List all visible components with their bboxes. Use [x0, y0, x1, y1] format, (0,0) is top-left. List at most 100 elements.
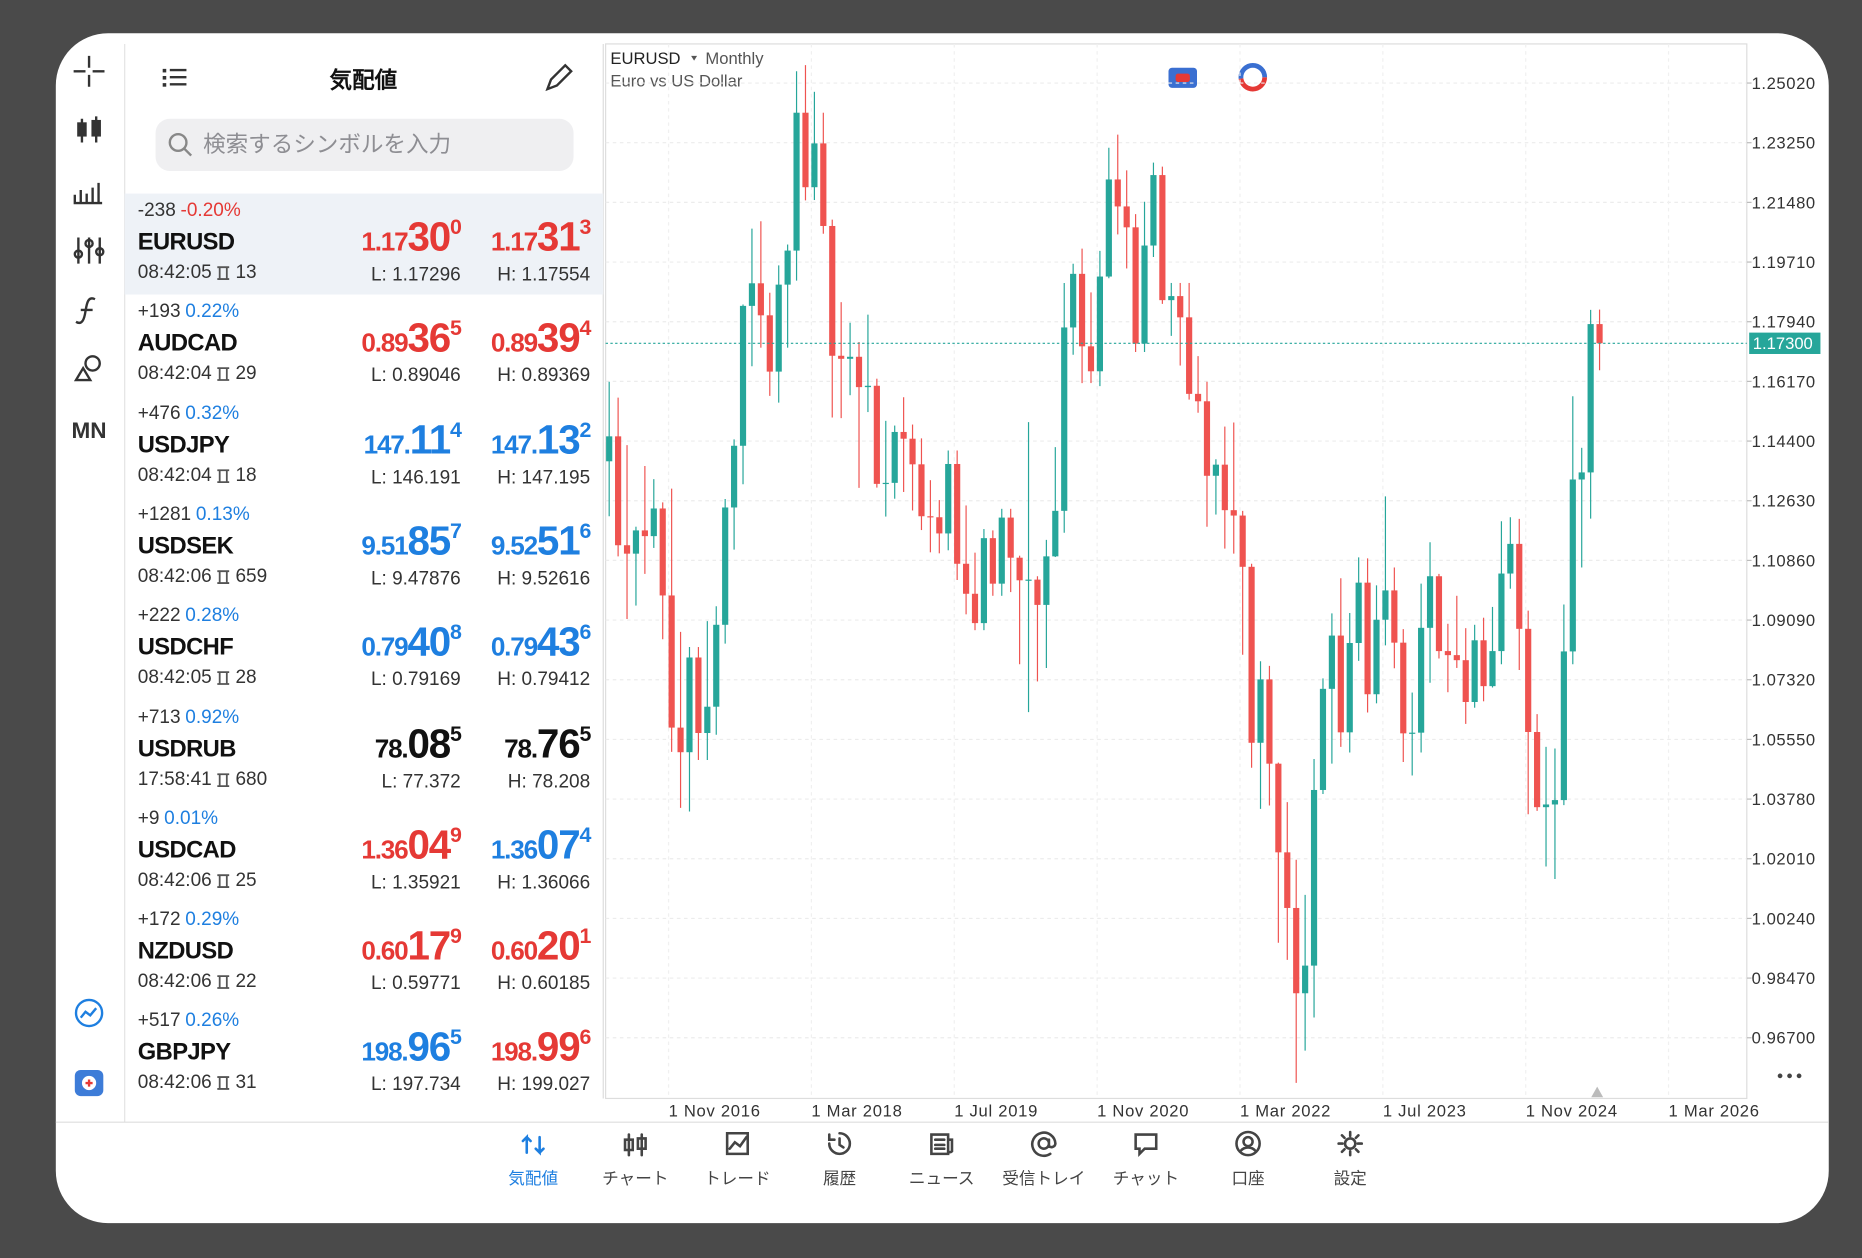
quote-row[interactable]: +9 0.01% USDCAD 08:42:06 25 1.36049 L: 1.35921… [125, 801, 604, 902]
spread-icon [217, 468, 230, 483]
quote-time: 08:42:06 659 [138, 566, 267, 587]
tab[interactable]: 口座 [1197, 1128, 1299, 1190]
candle-body [1516, 543, 1523, 629]
y-tick-label: 1.07320 [1752, 671, 1816, 690]
quote-row[interactable]: +222 0.28% USDCHF 08:42:05 28 0.79408 L: 0.791… [125, 599, 604, 700]
tab[interactable]: 履歴 [789, 1128, 891, 1190]
candle-body [1203, 401, 1211, 476]
candle-body [1150, 175, 1157, 246]
bid-low: L: 146.191 [370, 467, 461, 488]
more-icon[interactable] [1777, 1073, 1802, 1079]
ask-sup: 3 [579, 214, 591, 239]
plot-frame [605, 43, 1748, 1100]
candle-body [766, 315, 773, 372]
ask-price: 78.765 [504, 721, 591, 767]
candle-body [1070, 273, 1077, 328]
candle-body [1025, 579, 1032, 581]
ask-big: 76 [536, 721, 581, 767]
period-label[interactable]: MN [72, 418, 107, 443]
candle-body [918, 464, 925, 517]
candle-body [1578, 472, 1585, 480]
candle-body [1096, 276, 1104, 372]
change-points: +517 [137, 1011, 181, 1032]
tab-label: 気配値 [508, 1168, 559, 1188]
ask-high: H: 199.027 [497, 1075, 591, 1096]
tab[interactable]: チャット [1095, 1128, 1197, 1190]
quote-row[interactable]: +1281 0.13% USDSEK 08:42:06 659 9.51857 L: 9.4… [125, 497, 604, 598]
spread-icon [217, 975, 230, 990]
quote-time: 08:42:04 29 [138, 364, 257, 385]
spread-icon [217, 772, 230, 787]
candle-body [1382, 590, 1389, 620]
tab[interactable]: トレード [686, 1128, 788, 1190]
time: 08:42:04 [137, 363, 212, 384]
change-percent: 0.13% [195, 504, 250, 525]
change: -238 -0.20% [138, 201, 241, 222]
symbol: GBPJPY [137, 1039, 231, 1066]
spread-icon [217, 671, 230, 686]
candle-body [677, 727, 684, 753]
ask-price: 1.36074 [491, 823, 592, 869]
ask-prefix: 0.89 [490, 328, 538, 358]
tab[interactable]: 気配値 [482, 1128, 584, 1190]
quote-row[interactable]: +193 0.22% AUDCAD 08:42:04 29 0.89365 L: 0.890… [125, 295, 604, 396]
list-icon[interactable] [162, 68, 187, 87]
edit-icon[interactable] [545, 63, 573, 92]
candle-body [722, 507, 729, 625]
ask-sup: 6 [579, 620, 591, 644]
candle-body [1480, 640, 1487, 687]
dropdown-arrow[interactable] [691, 55, 698, 61]
tab-icon [1030, 1131, 1057, 1158]
quote-row[interactable]: +713 0.92% USDRUB 17:58:41 680 78.085 L: 77.37… [125, 700, 604, 801]
bid-low: L: 0.59771 [370, 973, 461, 995]
change: +172 0.29% [138, 910, 239, 931]
candle-body [659, 508, 666, 596]
quote-row[interactable]: -238 -0.20% EURUSD 08:42:05 13 1.17300 L: 1.17… [124, 193, 604, 295]
toolbar-icons[interactable] [73, 55, 105, 1028]
tab-icon [623, 1133, 647, 1157]
candle-body [1462, 660, 1469, 702]
candle-body [980, 538, 988, 624]
bid-low: L: 0.79169 [370, 669, 461, 691]
y-tick-label: 1.21480 [1752, 193, 1816, 212]
spread-icon [217, 772, 230, 787]
candle-body [641, 530, 648, 537]
bid-price: 0.79408 [361, 620, 462, 666]
bid-low: L: 1.35921 [370, 872, 461, 893]
tab-label: 口座 [1231, 1168, 1265, 1188]
x-tick-label: 1 Nov 2020 [1097, 1101, 1189, 1120]
change: +713 0.92% [138, 707, 239, 728]
candle-body [623, 545, 631, 554]
tab-label: 履歴 [822, 1168, 857, 1188]
bid-sup: 7 [450, 518, 462, 543]
bid-sup: 4 [450, 417, 462, 442]
symbol: USDRUB [137, 735, 237, 762]
candle-body [1337, 635, 1344, 733]
tab[interactable]: 受信トレイ [993, 1128, 1095, 1190]
ask-high: H: 78.208 [507, 771, 591, 792]
bid-low: L: 1.17296 [370, 264, 461, 285]
candle-body [1061, 327, 1068, 511]
search-box[interactable] [155, 118, 574, 171]
ask-high: H: 0.89369 [497, 366, 591, 387]
spread-icon [217, 1076, 230, 1091]
quote-time: 17:58:41 680 [138, 769, 267, 790]
tab[interactable]: 設定 [1299, 1128, 1401, 1190]
bid-prefix: 78. [374, 733, 409, 763]
x-tick-label: 1 Jul 2019 [954, 1101, 1038, 1120]
candle-body [1168, 296, 1175, 301]
change-points: +222 [137, 605, 181, 627]
tab[interactable]: ニュース [891, 1128, 993, 1190]
bid-sup: 9 [450, 822, 462, 847]
quote-row[interactable]: +517 0.26% GBPJPY 08:42:06 31 198.965 L: 197.7… [125, 1004, 604, 1105]
spread-icon [217, 570, 230, 584]
tab-icon [725, 1131, 750, 1156]
quote-row[interactable]: +476 0.32% USDJPY 08:42:04 18 147.114 L: 146.1… [125, 396, 604, 497]
tab[interactable]: チャート [584, 1128, 686, 1190]
bid-price: 1.17300 [361, 215, 462, 261]
tab-icon [827, 1131, 852, 1156]
candle-body [1355, 582, 1362, 643]
spread-icon [217, 468, 230, 483]
quote-row[interactable]: +172 0.29% NZDUSD 08:42:06 22 0.60179 L: 0.597… [125, 903, 604, 1004]
candle-body [1373, 619, 1380, 695]
